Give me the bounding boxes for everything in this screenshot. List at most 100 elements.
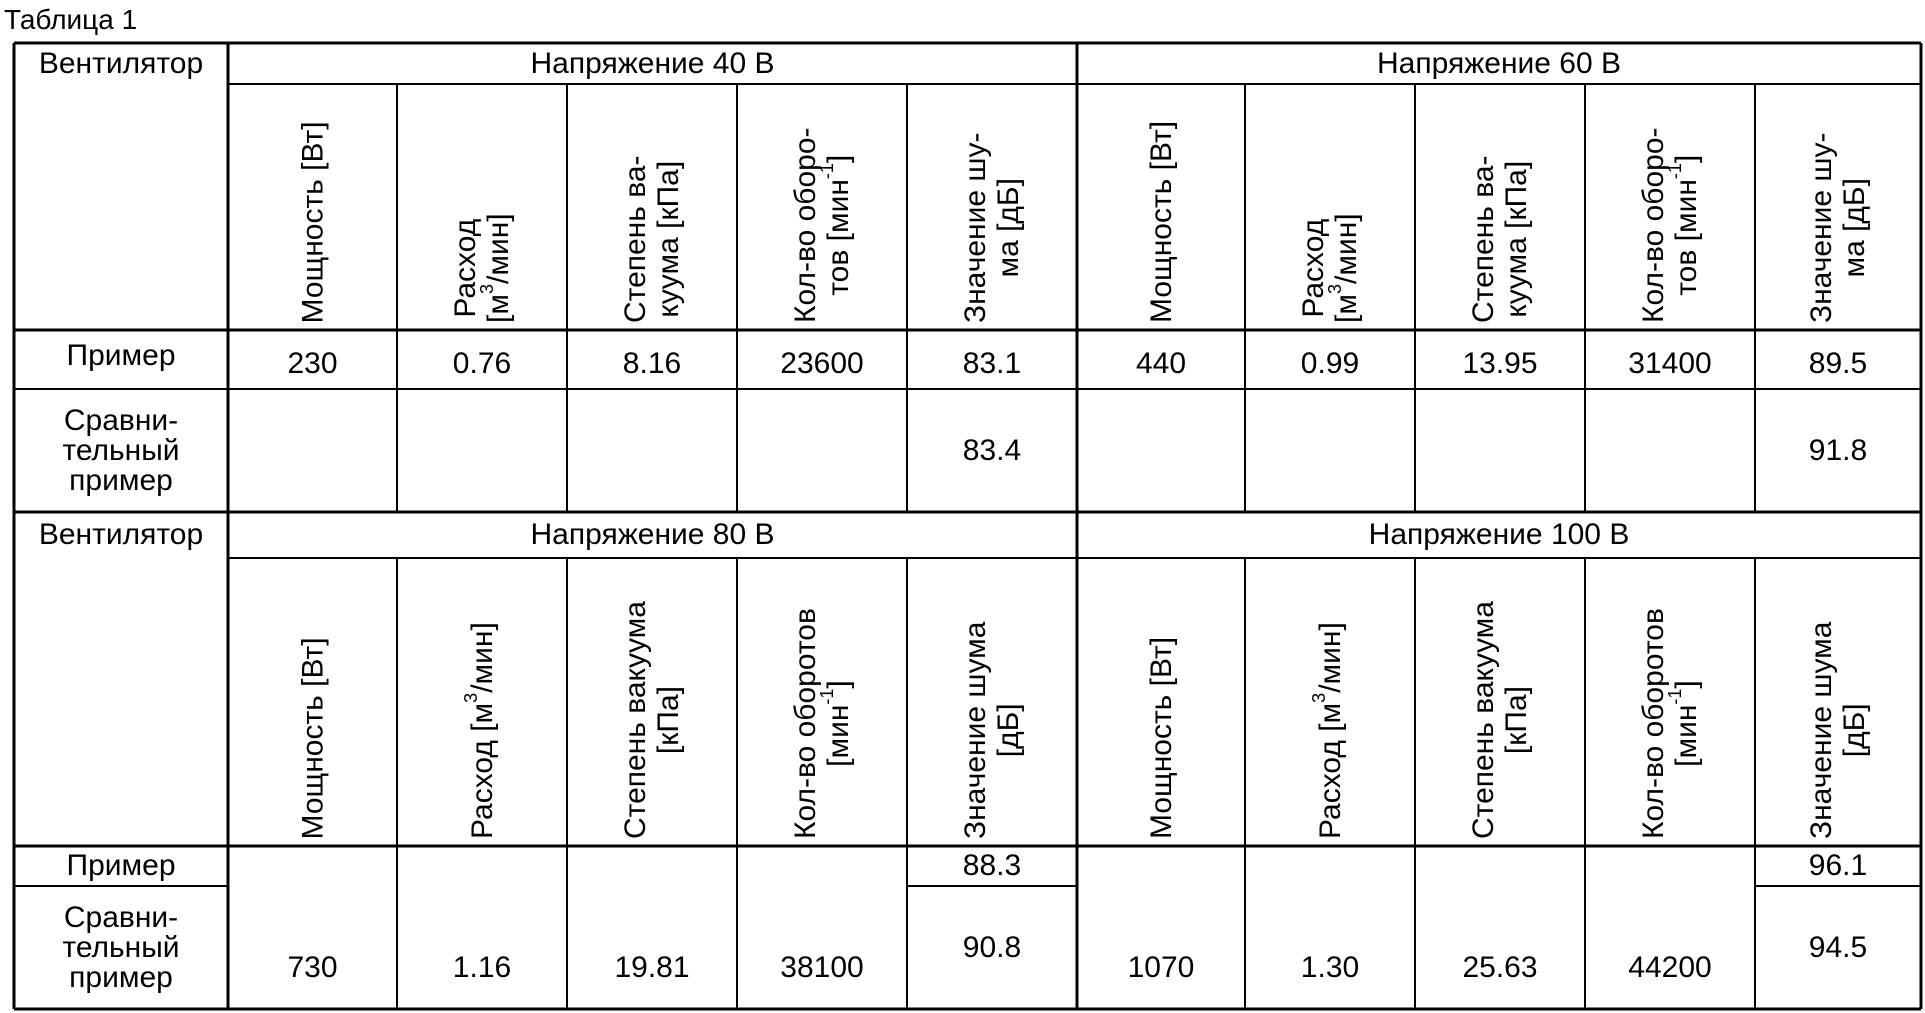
column-header-main: Мощность [Вт] (296, 121, 329, 323)
corner-label-1: Вентилятор (14, 43, 228, 84)
column-header: Кол-во оборотов [мин-1] (1590, 565, 1750, 839)
column-header-tail: ] (822, 155, 855, 163)
row-label-comparative: Сравни- тельный пример (14, 389, 228, 512)
noise-example-100v-text: 96.1 (1809, 851, 1867, 881)
table-cell-merged: 1.16 (397, 846, 567, 1009)
column-header-main: Мощность [Вт] (296, 637, 329, 839)
table-cell-merged-text: 19.81 (614, 953, 689, 983)
noise-example-80v-text: 88.3 (963, 851, 1021, 881)
column-header-tail: /мин] (466, 622, 499, 693)
column-header: Расход [м3/мин] (402, 91, 562, 323)
column-header-sup: -1 (817, 163, 837, 179)
column-header: Мощность [Вт] (1082, 91, 1240, 323)
column-header-sup: 3 (461, 693, 481, 703)
table-cell-merged-text: 38100 (780, 953, 863, 983)
column-header-main: Мощность [Вт] (1145, 637, 1178, 839)
column-header-main: Значение шу- ма [дБ] (959, 133, 1025, 323)
noise-example-80v: 88.3 (907, 846, 1077, 886)
group-header-100v-text: Напряжение 100 В (1369, 520, 1630, 550)
column-header-sup: 3 (1309, 693, 1329, 703)
column-header-tail: /мин] (1314, 622, 1347, 693)
column-header-main: Мощность [Вт] (1145, 121, 1178, 323)
row-label-comparative-text: Сравни- тельный пример (62, 903, 179, 993)
column-header-main: Кол-во оборотов [мин (1637, 608, 1703, 839)
table-cell-text: 91.8 (1809, 436, 1867, 466)
corner-label-1-text: Вентилятор (39, 49, 203, 79)
group-header-40v-text: Напряжение 40 В (531, 49, 775, 79)
table-cell: 23600 (737, 334, 907, 393)
column-header-main: Расход [м (1314, 703, 1347, 839)
column-header: Кол-во оборо- тов [мин-1] (742, 91, 902, 323)
table-cell (1415, 389, 1585, 512)
table-cell-merged: 19.81 (567, 846, 737, 1009)
group-header-60v: Напряжение 60 В (1077, 43, 1921, 84)
column-header-sup: 3 (477, 284, 497, 294)
table-cell-merged: 1.30 (1245, 846, 1415, 1009)
column-header: Мощность [Вт] (1082, 565, 1240, 839)
table-cell-text: 31400 (1628, 349, 1711, 379)
table-cell: 0.76 (397, 334, 567, 393)
column-header-main: Степень вакуума [кПа] (1467, 601, 1533, 839)
table-cell-merged: 25.63 (1415, 846, 1585, 1009)
table-cell-merged-text: 44200 (1628, 953, 1711, 983)
column-header-main: Значение шума [дБ] (959, 622, 1025, 839)
table-cell-merged: 44200 (1585, 846, 1755, 1009)
table-cell-merged: 38100 (737, 846, 907, 1009)
column-header: Степень вакуума [кПа] (572, 565, 732, 839)
column-header: Степень вакуума [кПа] (1420, 565, 1580, 839)
noise-comparative-80v-text: 90.8 (963, 933, 1021, 963)
table-cell-merged-text: 730 (287, 953, 337, 983)
table-cell-text: 8.16 (623, 349, 681, 379)
column-header-main: Степень вакуума [кПа] (619, 601, 685, 839)
table-cell: 13.95 (1415, 334, 1585, 393)
table-cell-merged-text: 1.16 (453, 953, 511, 983)
row-label-comparative-text: Сравни- тельный пример (62, 406, 179, 496)
table-cell: 0.99 (1245, 334, 1415, 393)
table-cell-text: 83.1 (963, 349, 1021, 379)
table-cell (1245, 389, 1415, 512)
column-header: Расход [м3/мин] (1250, 91, 1410, 323)
column-header-sup: -1 (1665, 689, 1685, 705)
column-header: Расход [м3/мин] (402, 565, 562, 839)
table-cell: 83.1 (907, 334, 1077, 393)
table-cell-text: 440 (1136, 349, 1186, 379)
column-header-sup: -1 (1665, 163, 1685, 179)
table-cell-text: 83.4 (963, 436, 1021, 466)
column-header-sup: -1 (817, 689, 837, 705)
table-cell-merged-text: 1.30 (1301, 953, 1359, 983)
table-cell-text: 0.76 (453, 349, 511, 379)
table-cell: 230 (228, 334, 397, 393)
row-label-comparative: Сравни- тельный пример (14, 886, 228, 1009)
group-header-100v: Напряжение 100 В (1077, 512, 1921, 558)
column-header: Значение шума [дБ] (1760, 565, 1916, 839)
noise-comparative-80v: 90.8 (907, 886, 1077, 1009)
column-header: Кол-во оборо- тов [мин-1] (1590, 91, 1750, 323)
group-header-40v: Напряжение 40 В (228, 43, 1077, 84)
group-header-80v: Напряжение 80 В (228, 512, 1077, 558)
table-cell (1585, 389, 1755, 512)
column-header-tail: ] (1670, 680, 1703, 688)
noise-comparative-100v: 94.5 (1755, 886, 1921, 1009)
table-cell (737, 389, 907, 512)
column-header-main: Значение шу- ма [дБ] (1805, 133, 1871, 323)
table-cell: 8.16 (567, 334, 737, 393)
table-cell-merged-text: 1070 (1128, 953, 1195, 983)
table-cell-text: 230 (287, 349, 337, 379)
group-header-60v-text: Напряжение 60 В (1377, 49, 1621, 79)
noise-comparative-100v-text: 94.5 (1809, 933, 1867, 963)
column-header-sup: 3 (1325, 284, 1345, 294)
column-header: Значение шума [дБ] (912, 565, 1072, 839)
table-cell-merged-text: 25.63 (1462, 953, 1537, 983)
column-header-main: Кол-во оборотов [мин (789, 608, 855, 839)
table-cell-text: 89.5 (1809, 349, 1867, 379)
table-cell: 440 (1077, 334, 1245, 393)
table-cell-text: 23600 (780, 349, 863, 379)
table-cell-text: 0.99 (1301, 349, 1359, 379)
row-label-example-text: Пример (67, 851, 176, 881)
column-header: Мощность [Вт] (233, 565, 392, 839)
table-cell-text: 13.95 (1462, 349, 1537, 379)
corner-label-2-text: Вентилятор (39, 520, 203, 550)
group-header-80v-text: Напряжение 80 В (531, 520, 775, 550)
table-cell (1077, 389, 1245, 512)
column-header-main: Степень ва- куума [кПа] (619, 156, 685, 324)
